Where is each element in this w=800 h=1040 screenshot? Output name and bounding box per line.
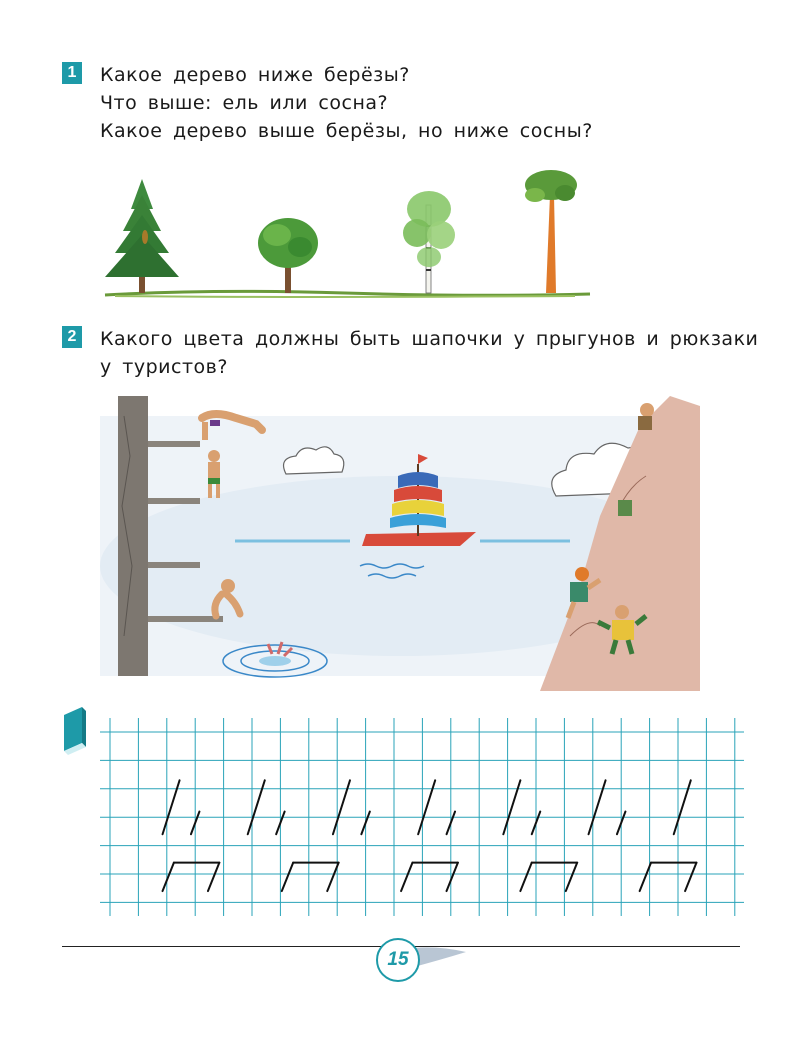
pattern-stroke — [360, 810, 371, 836]
pattern-stroke — [326, 861, 340, 893]
pattern-stroke — [161, 779, 181, 836]
pattern-stroke — [206, 861, 221, 893]
task-2-line-2: у туристов? — [100, 356, 228, 378]
pattern-stroke — [587, 779, 607, 836]
pattern-stroke — [275, 810, 286, 836]
spruce-tree — [105, 179, 179, 293]
task-2-number: 2 — [62, 326, 82, 348]
pattern-stroke — [400, 861, 414, 893]
task-1-number: 1 — [62, 62, 82, 84]
task-1-line-3: Какое дерево выше берёзы, но ниже сосны? — [100, 120, 593, 142]
hiker-climbing — [565, 567, 602, 619]
hiker-under-cloud — [618, 500, 632, 516]
hiker-with-backpack — [596, 605, 648, 655]
pattern-stroke — [445, 810, 457, 836]
trees-illustration — [104, 170, 591, 298]
water-ripples — [359, 563, 425, 579]
task-1-line-1: Какое дерево ниже берёзы? — [100, 64, 410, 86]
pattern-stroke — [502, 779, 522, 836]
pattern-stroke — [519, 861, 533, 893]
diver-bottom — [211, 579, 244, 620]
task-2-line-1: Какого цвета должны быть шапочки у прыгу… — [100, 328, 759, 350]
pattern-stroke — [445, 861, 459, 893]
pattern-stroke — [189, 810, 201, 836]
divers-and-hikers-scene — [100, 396, 700, 691]
pattern-stroke — [161, 861, 175, 893]
copybook-grid — [100, 718, 744, 916]
pattern-stroke — [672, 779, 692, 836]
pattern-stroke — [684, 861, 698, 893]
task-2-text: Какого цвета должны быть шапочки у прыгу… — [100, 325, 758, 381]
page-number: 15 — [376, 938, 420, 982]
birch-tree — [403, 191, 455, 294]
pattern-stroke — [280, 861, 295, 893]
pattern-stroke — [615, 810, 627, 836]
pattern-stroke — [331, 779, 351, 836]
task-1-text: Какое дерево ниже берёзы? Что выше: ель … — [100, 61, 593, 145]
hiker-top — [638, 403, 654, 430]
task-1-line-2: Что выше: ель или сосна? — [100, 92, 389, 114]
pattern-stroke — [530, 810, 542, 836]
splash — [222, 641, 328, 678]
diver-top — [198, 410, 266, 440]
round-tree — [258, 218, 318, 293]
pattern-stroke — [564, 861, 579, 893]
sailboat — [362, 454, 476, 546]
pattern-stroke — [246, 779, 266, 836]
notebook-icon — [64, 707, 86, 755]
cloud-small — [283, 446, 345, 475]
diving-tower — [118, 396, 223, 676]
diver-middle — [208, 450, 220, 498]
pattern-stroke — [417, 779, 437, 836]
pine-tree — [525, 170, 577, 293]
pattern-stroke — [638, 861, 653, 893]
